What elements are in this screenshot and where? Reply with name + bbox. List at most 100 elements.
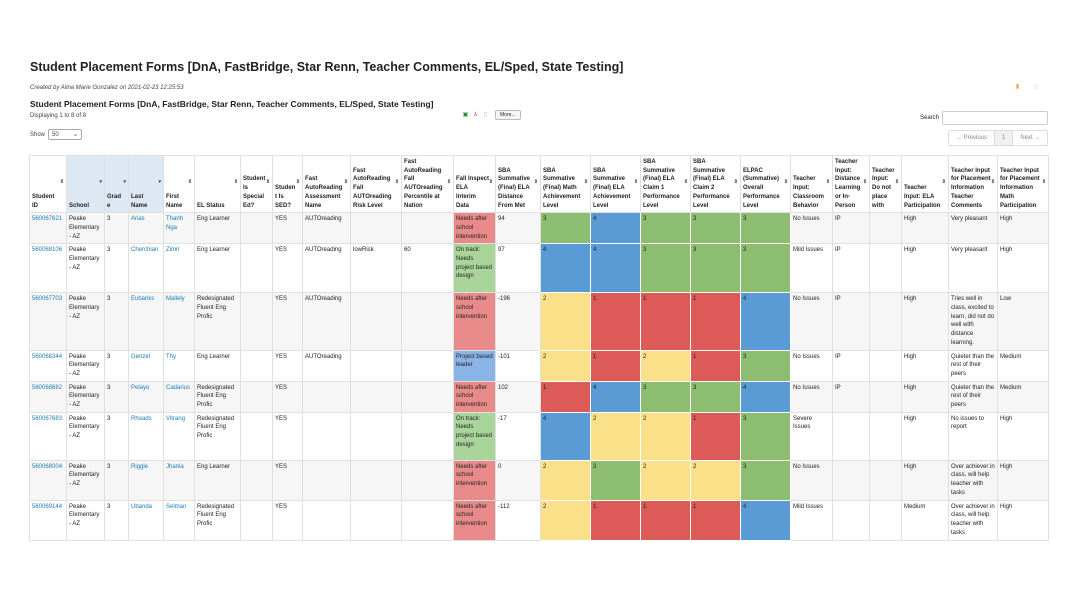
column-header[interactable]: SBA Summative (Final) ELA Distance From … [495,154,541,214]
sort-icon[interactable]: ⇕ [295,179,300,185]
column-header[interactable]: Last Name ▾ [128,154,164,214]
pdf-icon[interactable]: ⅄ [473,112,478,118]
sort-icon[interactable]: ⇕ [343,179,348,185]
sort-icon[interactable]: ⇕ [633,179,638,185]
name-link[interactable]: Rhoads [128,411,164,461]
cell: Needs after school intervention [453,459,496,501]
sort-icon[interactable]: ⇕ [941,179,946,185]
column-header[interactable]: First Name ⇕ [163,154,195,214]
column-header[interactable]: ELPAC (Summative) Overall Performance Le… [740,154,791,214]
name-link[interactable]: Thy [163,349,195,382]
previous-button[interactable]: ← Previous [949,131,996,145]
document-icon[interactable]: ▯ [483,112,488,118]
show-select[interactable]: 50 ⌄ [48,129,83,140]
sort-icon[interactable]: ⇕ [394,179,399,185]
column-header[interactable]: Fast AutoReading Assessment Name ⇕ [302,154,351,214]
student-id-link[interactable]: 560067703 [29,292,67,351]
column-header[interactable]: Teacher Input: Do not place with ⇕ [869,154,902,214]
next-button[interactable]: Next → [1020,135,1041,141]
column-header-label: Teacher Input: ELA Participation [904,185,941,209]
sort-icon[interactable]: ⇕ [1041,179,1046,185]
cell [350,411,402,461]
column-header[interactable]: SBA Summative (Final) Math Achievement L… [540,154,591,214]
column-header[interactable]: Fast AutoReading Fall AUTOreading Risk L… [350,154,402,214]
cell: Eng Learner [194,459,241,501]
column-header[interactable]: Teacher Input: Classroom Behavior ⇕ [790,154,833,214]
student-id-link[interactable]: 560069144 [29,499,67,541]
student-id-link[interactable]: 560068344 [29,349,67,382]
column-header[interactable]: Fall Inspect ELA Interim Data ⇕ [453,154,496,214]
column-header[interactable]: Student Is Special Ed? ⇕ [240,154,273,214]
student-id-link[interactable]: 560067621 [29,212,67,245]
page-1-button[interactable]: 1 [995,131,1014,145]
name-link[interactable]: Eubanks [128,292,164,351]
sort-icon[interactable]: ⇕ [533,179,538,185]
name-link[interactable]: Genzel [128,349,164,382]
column-header[interactable]: Teacher Input: Distance Learning or In-P… [832,154,870,214]
sort-icon[interactable]: ⇕ [233,179,238,185]
cell: Redesignated Fluent Eng Profic [194,499,241,541]
column-header[interactable]: Student Is SED? ⇕ [272,154,303,214]
student-id-link[interactable]: 560068004 [29,459,67,501]
column-header[interactable]: Teacher Input: ELA Participation ⇕ [901,154,949,214]
cell [401,292,454,351]
column-header[interactable]: SBA Summative (Final) ELA Claim 1 Perfor… [640,154,691,214]
name-link[interactable]: Cherchian [128,243,164,294]
print-icon[interactable]: ▯ [1034,84,1039,90]
column-header[interactable]: Teacher Input for Placement Information … [997,154,1049,214]
search-input[interactable] [942,111,1049,125]
name-link[interactable]: Pelayo [128,380,164,413]
column-header[interactable]: SBA Summative (Final) ELA Claim 2 Perfor… [690,154,741,214]
sort-icon[interactable]: ⇕ [894,179,899,185]
sort-desc-icon[interactable]: ▾ [99,179,102,185]
name-link[interactable]: Arias [128,212,164,245]
student-id-link[interactable]: 560068682 [29,380,67,413]
column-header[interactable]: School ▾ [66,154,105,214]
sort-desc-icon[interactable]: ▾ [123,179,126,185]
cell [302,499,351,541]
student-id-link[interactable]: 560067683 [29,411,67,461]
sort-icon[interactable]: ⇕ [583,179,588,185]
cell: High [901,243,949,294]
sort-icon[interactable]: ⇕ [683,179,688,185]
sort-icon[interactable]: ⇕ [59,179,64,185]
name-link[interactable]: Mallely [163,292,195,351]
excel-icon[interactable]: ▣ [462,112,469,118]
name-link[interactable]: Selman [163,499,195,541]
cell: 1 [590,292,641,351]
sort-icon[interactable]: ⇕ [265,179,270,185]
column-header[interactable]: Student ID ⇕ [29,154,67,214]
cell: 2 [540,499,591,541]
column-header[interactable]: EL Status ⇕ [194,154,241,214]
sort-desc-icon[interactable]: ▾ [158,179,161,185]
name-link[interactable]: Zimri [163,243,195,294]
sort-icon[interactable]: ⇕ [825,179,830,185]
name-link[interactable]: Ubanda [128,499,164,541]
column-header-label: Teacher Input: Distance Learning or In-P… [835,159,861,209]
name-link[interactable]: Jhania [163,459,195,501]
cell: AUTOreading [302,349,351,382]
student-id-link[interactable]: 560068106 [29,243,67,294]
column-header[interactable]: Grade ▾ [104,154,129,214]
sort-icon[interactable]: ⇕ [187,179,192,185]
sort-icon[interactable]: ⇕ [783,179,788,185]
column-header[interactable]: Fast AutoReading Fall AUTOreading Percen… [401,154,454,214]
sort-icon[interactable]: ⇕ [990,179,995,185]
column-header[interactable]: Teacher Input for Placement Information … [948,154,998,214]
search-label: Search [920,115,940,121]
name-link[interactable]: Riggle [128,459,164,501]
cell: AUTOreading [302,212,351,245]
cell: 2 [640,411,691,461]
name-link[interactable]: Thanh Nga [163,212,195,245]
name-link[interactable]: Vitrang [163,411,195,461]
more-button[interactable]: More... [495,110,521,120]
bookmark-icon[interactable]: ▮ [1015,84,1020,90]
sort-icon[interactable]: ⇕ [733,179,738,185]
cell: 1 [590,499,641,541]
cell [302,459,351,501]
name-link[interactable]: Cadarius [163,380,195,413]
sort-icon[interactable]: ⇕ [446,179,451,185]
sort-icon[interactable]: ⇕ [488,179,493,185]
sort-icon[interactable]: ⇕ [862,179,867,185]
column-header[interactable]: SBA Summative (Final) ELA Achievement Le… [590,154,641,214]
